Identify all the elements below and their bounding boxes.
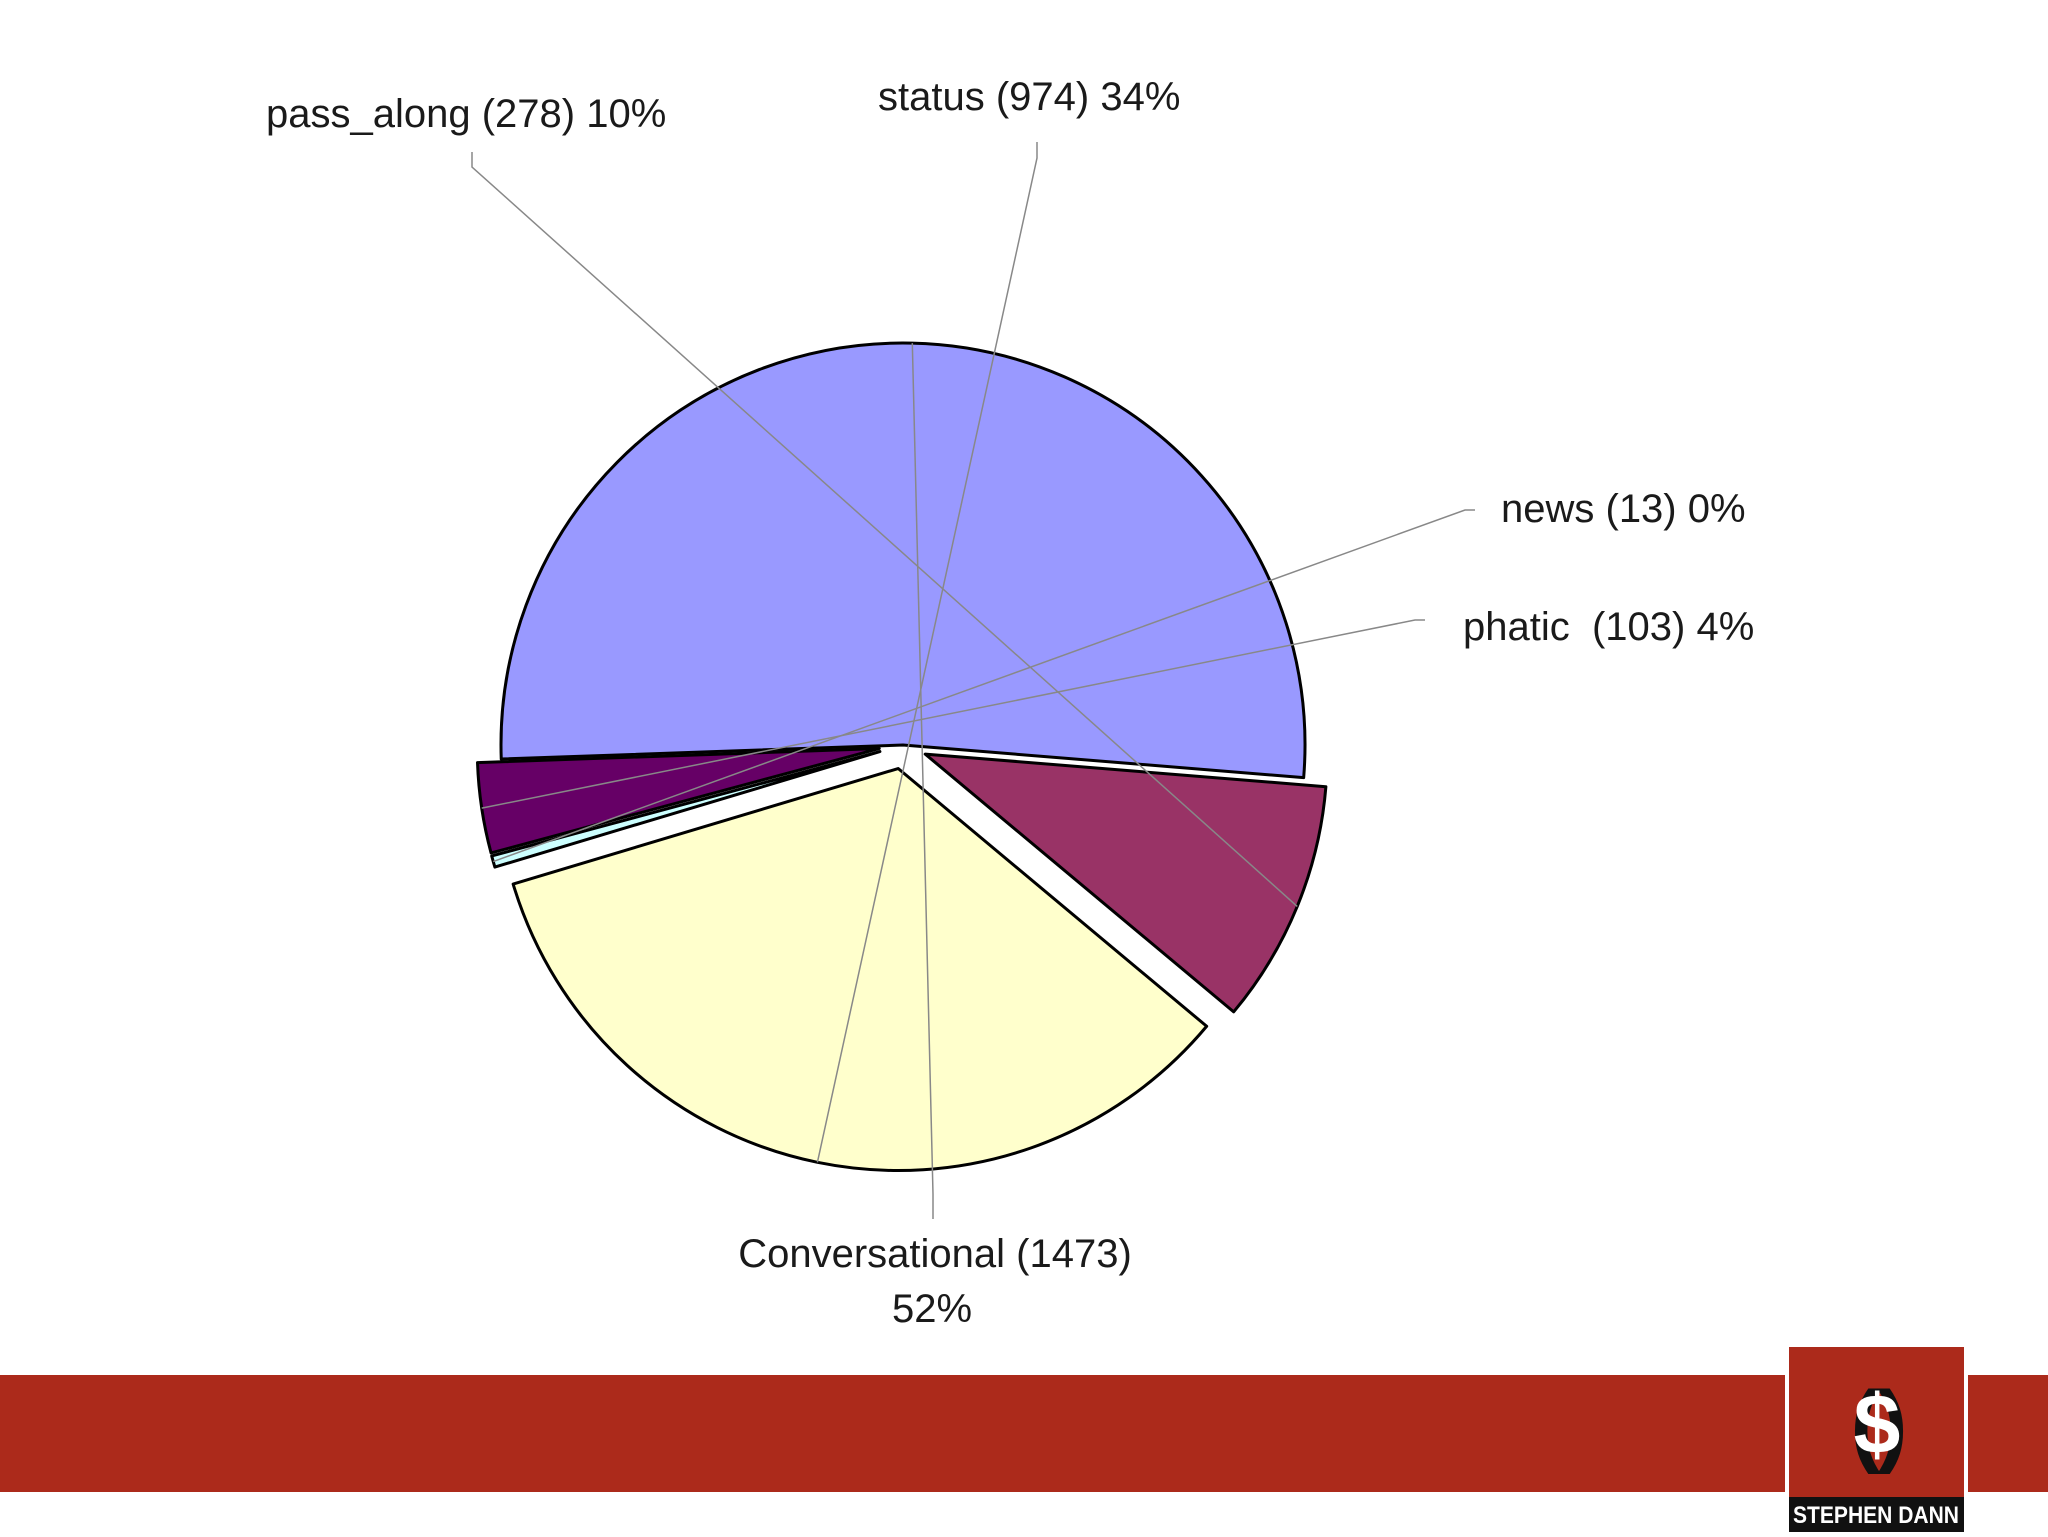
slice-label-pass-along: pass_along (278) 10% [266, 92, 666, 136]
pie-slice-phatic [476, 747, 881, 855]
slice-label-status: status (974) 34% [878, 75, 1180, 119]
svg-text:(): () [1850, 1373, 1904, 1475]
leader-line-news [492, 509, 1475, 863]
stephen-dann-logo: () $ STEPHEN DANN [1785, 1343, 1968, 1536]
leader-line-status [816, 142, 1038, 1163]
leader-line-phatic [481, 619, 1425, 809]
logo-text: STEPHEN DANN [1793, 1502, 1959, 1529]
logo-text-strip: STEPHEN DANN [1789, 1497, 1964, 1532]
pie-slice-news [490, 750, 882, 869]
logo-red-panel: () $ [1789, 1347, 1964, 1497]
logo-dollar-symbol: () $ [1850, 1373, 1908, 1475]
leader-line-conversational [911, 343, 934, 1219]
svg-text:$: $ [1854, 1377, 1901, 1471]
footer-bar [0, 1375, 2048, 1492]
slice-label-news: news (13) 0% [1501, 487, 1746, 531]
pie-slices [476, 341, 1328, 1173]
leader-line-pass-along [471, 152, 1298, 907]
slice-label-phatic: phatic (103) 4% [1463, 605, 1754, 649]
leader-lines [471, 142, 1475, 1219]
slice-label-conversational-percent: 52% [892, 1287, 972, 1331]
slice-label-conversational: Conversational (1473) [738, 1232, 1132, 1276]
pie-slice-conversational [499, 341, 1307, 780]
